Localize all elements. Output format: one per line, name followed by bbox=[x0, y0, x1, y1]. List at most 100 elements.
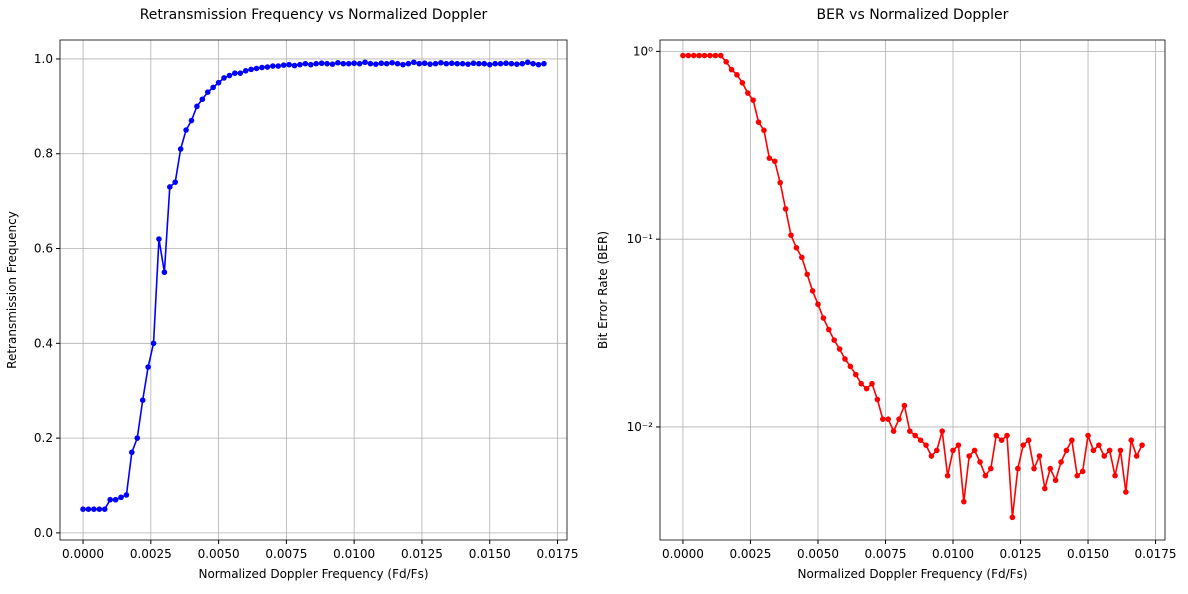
data-point bbox=[373, 61, 379, 67]
x-tick-label: 0.0075 bbox=[265, 547, 307, 561]
x-tick-label: 0.0050 bbox=[797, 547, 839, 561]
data-point bbox=[96, 506, 103, 512]
data-point bbox=[793, 244, 800, 251]
data-point bbox=[438, 59, 444, 66]
plot-frame bbox=[659, 39, 1166, 541]
data-point bbox=[367, 60, 374, 67]
data-point bbox=[971, 447, 978, 454]
data-point bbox=[248, 66, 254, 73]
data-point bbox=[939, 428, 946, 434]
data-point bbox=[798, 254, 805, 261]
x-tick-label: 0.0150 bbox=[469, 547, 511, 561]
data-point bbox=[318, 60, 325, 67]
data-point bbox=[1085, 432, 1091, 439]
y-tick-label: 0.4 bbox=[34, 336, 53, 350]
data-point bbox=[156, 236, 162, 242]
data-point bbox=[492, 60, 498, 67]
data-point bbox=[1128, 437, 1135, 444]
data-point bbox=[906, 428, 913, 434]
y-tick-label: 0.2 bbox=[34, 431, 53, 445]
data-point bbox=[416, 60, 423, 67]
data-point bbox=[389, 59, 395, 66]
y-tick-label: 0.8 bbox=[34, 147, 53, 161]
data-point bbox=[717, 52, 724, 59]
data-point bbox=[1106, 447, 1113, 454]
data-point bbox=[723, 59, 729, 65]
data-point bbox=[923, 442, 929, 448]
data-point bbox=[194, 103, 200, 110]
data-point bbox=[264, 64, 271, 70]
data-point bbox=[427, 61, 433, 67]
data-point bbox=[993, 432, 1000, 439]
data-point bbox=[1009, 514, 1016, 521]
data-point bbox=[118, 494, 124, 501]
data-point bbox=[874, 396, 881, 403]
data-point bbox=[885, 416, 891, 422]
data-point bbox=[1025, 437, 1032, 444]
data-point bbox=[508, 60, 515, 67]
y-tick-label: 10⁰ bbox=[633, 44, 653, 58]
data-point bbox=[739, 80, 746, 86]
data-point bbox=[378, 60, 385, 67]
data-point bbox=[335, 59, 341, 66]
data-point bbox=[977, 459, 983, 465]
data-point bbox=[1069, 437, 1075, 444]
data-point bbox=[161, 269, 168, 276]
data-point bbox=[1042, 485, 1048, 492]
data-point bbox=[1074, 472, 1081, 479]
data-point bbox=[879, 416, 886, 422]
data-point bbox=[809, 288, 816, 294]
x-tick-label: 0.0025 bbox=[729, 547, 771, 561]
data-point bbox=[275, 63, 282, 69]
data-point bbox=[340, 60, 347, 67]
data-point bbox=[766, 155, 773, 161]
data-point bbox=[215, 79, 222, 86]
data-point bbox=[259, 64, 265, 71]
x-tick-label: 0.0000 bbox=[662, 547, 704, 561]
data-point bbox=[982, 472, 989, 479]
data-point bbox=[1031, 465, 1037, 472]
data-point bbox=[701, 52, 708, 59]
data-point bbox=[253, 65, 260, 72]
x-tick-label: 0.0175 bbox=[537, 547, 579, 561]
data-point bbox=[690, 52, 697, 59]
data-point bbox=[226, 72, 233, 79]
data-point bbox=[514, 61, 520, 67]
data-point bbox=[1036, 453, 1043, 459]
y-tick-label: 10⁻¹ bbox=[627, 232, 654, 246]
series-line bbox=[83, 61, 545, 510]
data-point bbox=[1112, 472, 1118, 479]
data-point bbox=[961, 498, 967, 505]
data-point bbox=[1047, 465, 1054, 472]
data-point bbox=[750, 97, 756, 103]
data-point bbox=[755, 119, 762, 125]
data-point bbox=[1015, 465, 1021, 472]
data-point bbox=[815, 301, 821, 308]
data-point bbox=[123, 492, 130, 498]
data-point bbox=[112, 496, 119, 503]
data-point bbox=[139, 397, 146, 403]
data-point bbox=[788, 232, 794, 238]
y-axis-label: Bit Error Rate (BER) bbox=[596, 231, 610, 349]
data-point bbox=[804, 271, 810, 278]
data-point bbox=[863, 385, 870, 392]
data-point bbox=[221, 75, 227, 81]
chart-title: BER vs Normalized Doppler bbox=[817, 7, 1009, 23]
data-point bbox=[685, 52, 692, 59]
data-point bbox=[696, 52, 702, 59]
x-tick-label: 0.0100 bbox=[333, 547, 375, 561]
data-point bbox=[836, 346, 843, 352]
data-point bbox=[777, 179, 783, 186]
data-point bbox=[901, 402, 908, 409]
data-point bbox=[362, 59, 368, 66]
data-point bbox=[744, 90, 751, 96]
data-point bbox=[91, 506, 97, 512]
data-point bbox=[1058, 459, 1064, 465]
data-point bbox=[80, 506, 86, 512]
data-point bbox=[183, 127, 189, 133]
data-point bbox=[313, 60, 320, 67]
data-point bbox=[497, 60, 504, 67]
data-point bbox=[541, 60, 547, 67]
data-point bbox=[728, 66, 735, 73]
